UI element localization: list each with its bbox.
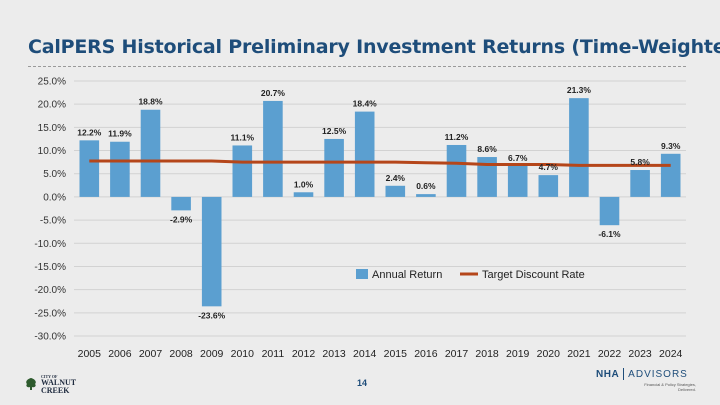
data-label: 9.3% <box>661 141 681 151</box>
x-tick-label: 2024 <box>659 348 683 360</box>
data-label: 2.4% <box>386 173 406 183</box>
x-axis-ticks: 2005 2006 2007 2008 2009 2010 2011 2012 2013 2014… <box>78 348 683 360</box>
bar <box>354 111 375 197</box>
gridlines <box>74 80 686 337</box>
brand-nha: NHA <box>596 368 620 380</box>
brand-divider <box>623 368 625 380</box>
data-label: 18.4% <box>353 99 378 109</box>
y-tick-label: 20.0% <box>38 100 66 111</box>
x-tick-label: 2015 <box>384 348 408 360</box>
bar <box>507 165 528 197</box>
y-tick-label: -15.0% <box>34 262 66 273</box>
y-tick-label: -20.0% <box>34 285 66 296</box>
bar <box>79 140 100 197</box>
x-tick-label: 2019 <box>506 348 530 360</box>
x-tick-label: 2005 <box>78 348 102 360</box>
title-divider <box>28 66 686 67</box>
x-tick-label: 2011 <box>262 348 285 360</box>
x-tick-label: 2012 <box>292 348 316 360</box>
y-tick-label: -30.0% <box>34 332 66 343</box>
bar <box>477 157 497 197</box>
x-tick-label: 2009 <box>200 348 224 360</box>
bar <box>569 98 589 197</box>
x-tick-label: 2014 <box>353 348 377 360</box>
logo-city-of: CITY OF <box>41 373 58 379</box>
y-axis-ticks: 25.0% 20.0% 15.0% 10.0% 5.0% 0.0% -5.0% -10.0% -… <box>34 77 66 343</box>
data-label: -2.9% <box>170 214 193 224</box>
bar <box>599 196 620 226</box>
bar <box>446 144 467 197</box>
walnut-creek-logo: CITY OF WALNUT CREEK <box>24 371 76 397</box>
y-tick-label: 25.0% <box>38 77 66 88</box>
x-tick-label: 2013 <box>322 348 346 360</box>
data-label: 4.7% <box>539 162 559 172</box>
bar <box>293 192 314 197</box>
bar <box>324 138 344 197</box>
bar <box>538 175 559 197</box>
bar <box>140 109 161 197</box>
bar <box>263 100 283 197</box>
data-label: -6.1% <box>598 229 621 239</box>
tree-icon <box>26 378 36 390</box>
data-label: 12.5% <box>322 126 347 136</box>
data-label: 18.8% <box>138 97 163 107</box>
data-labels: 12.2% 11.9% 18.8% -2.9% -23.6% 11.1% 20.7% 1.0%… <box>77 85 681 320</box>
data-label: 5.8% <box>630 157 650 167</box>
data-label: -23.6% <box>198 310 225 320</box>
x-tick-label: 2022 <box>598 348 622 360</box>
bar <box>171 196 191 211</box>
bar <box>385 185 406 197</box>
y-tick-label: 10.0% <box>38 146 66 157</box>
legend-swatch-annual-return <box>356 269 368 279</box>
x-tick-label: 2016 <box>414 348 438 360</box>
x-tick-label: 2017 <box>445 348 469 360</box>
x-tick-label: 2010 <box>231 348 255 360</box>
legend-label-annual-return: Annual Return <box>372 269 442 281</box>
bar <box>630 170 650 197</box>
x-tick-label: 2008 <box>169 348 193 360</box>
x-tick-label: 2018 <box>475 348 499 360</box>
data-label: 1.0% <box>294 179 314 189</box>
y-tick-label: -25.0% <box>34 308 66 319</box>
bar <box>110 141 130 197</box>
data-label: 12.2% <box>77 127 102 137</box>
target-discount-rate-line <box>89 159 671 167</box>
tagline-2: Delivered. <box>677 387 696 392</box>
nha-advisors-logo: NHA ADVISORS Financial & Policy Strategi… <box>596 368 696 392</box>
x-tick-label: 2007 <box>139 348 163 360</box>
data-label: 6.7% <box>508 153 528 163</box>
data-label: 20.7% <box>261 88 286 98</box>
x-tick-label: 2021 <box>567 348 591 360</box>
target-line <box>89 159 671 167</box>
x-tick-label: 2023 <box>628 348 652 360</box>
y-tick-label: -10.0% <box>34 239 66 250</box>
data-label: 11.2% <box>445 132 469 142</box>
tagline-1: Financial & Policy Strategies, <box>644 382 696 387</box>
y-tick-label: 0.0% <box>43 192 66 203</box>
data-label: 21.3% <box>567 85 592 95</box>
x-tick-label: 2020 <box>537 348 561 360</box>
bar <box>232 145 253 197</box>
x-tick-label: 2006 <box>108 348 132 360</box>
legend: Annual Return Target Discount Rate <box>356 269 585 281</box>
data-label: 11.1% <box>230 132 254 142</box>
y-tick-label: 5.0% <box>43 169 66 180</box>
bar <box>416 194 436 197</box>
data-label: 8.6% <box>477 144 497 154</box>
brand-advisors: ADVISORS <box>628 368 688 380</box>
page-number: 14 <box>356 378 367 388</box>
page-title: CalPERS Historical Preliminary Investmen… <box>28 36 720 58</box>
data-label: 0.6% <box>416 181 436 191</box>
y-tick-label: 15.0% <box>38 123 66 134</box>
bar <box>660 153 681 197</box>
data-label: 11.9% <box>108 129 132 139</box>
bar <box>201 196 222 307</box>
bars <box>79 98 681 307</box>
legend-label-target-rate: Target Discount Rate <box>482 269 585 281</box>
y-tick-label: -5.0% <box>40 216 66 227</box>
logo-walnut: WALNUT <box>41 377 77 387</box>
logo-creek: CREEK <box>41 385 70 395</box>
